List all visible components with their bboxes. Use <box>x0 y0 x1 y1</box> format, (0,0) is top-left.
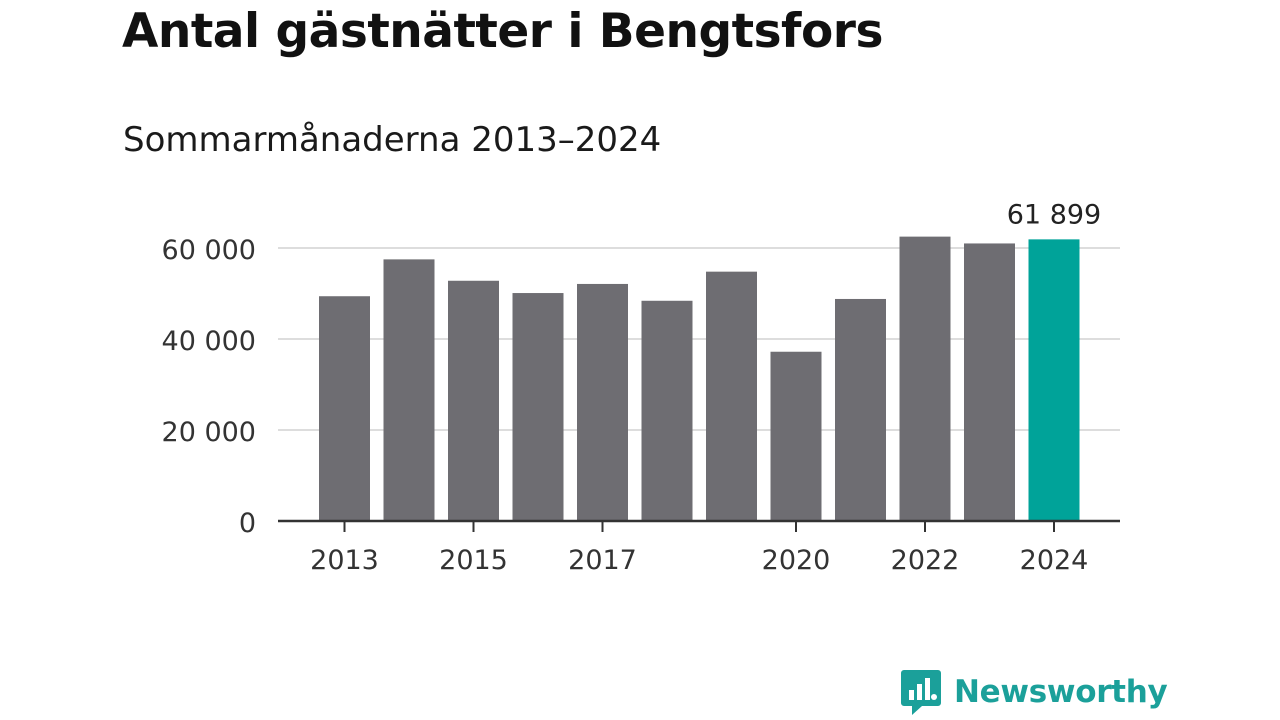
x-axis-tick-labels: 2013 2015 2017 2020 2022 2024 <box>310 545 1088 576</box>
brand-logo: Newsworthy <box>900 668 1168 716</box>
bar-2015 <box>448 280 499 521</box>
y-tick-label: 0 <box>239 508 256 539</box>
annotations: 61 899 <box>1007 199 1101 230</box>
y-tick-label: 20 000 <box>162 417 256 448</box>
bar-2013 <box>319 296 370 521</box>
y-axis-tick-labels: 0 20 000 40 000 60 000 <box>162 235 256 539</box>
y-tick-label: 60 000 <box>162 235 256 266</box>
y-tick-label: 40 000 <box>162 326 256 357</box>
bar-2019 <box>706 271 757 521</box>
brand-name: Newsworthy <box>954 674 1168 710</box>
bar-2020 <box>770 351 822 521</box>
chart-subtitle: Sommarmånaderna 2013–2024 <box>123 120 662 160</box>
x-tick-label: 2020 <box>762 545 831 576</box>
x-tick-label: 2024 <box>1020 545 1089 576</box>
bar-2017 <box>577 283 628 521</box>
x-tick-label: 2017 <box>568 545 637 576</box>
chart-title: Antal gästnätter i Bengtsfors <box>122 4 883 59</box>
bar-2018 <box>641 300 693 521</box>
x-tick-label: 2022 <box>891 545 960 576</box>
data-label: 61 899 <box>1007 199 1101 230</box>
x-tick-label: 2013 <box>310 545 379 576</box>
x-axis <box>278 519 1120 532</box>
newsworthy-logo-icon <box>901 670 941 715</box>
bar-2021 <box>835 298 886 521</box>
bar-2016 <box>512 293 564 521</box>
x-tick-label: 2015 <box>439 545 508 576</box>
bar-2014 <box>383 259 435 521</box>
bar-2022 <box>899 236 951 521</box>
bar-2024 <box>1028 239 1080 521</box>
bar-2023 <box>964 243 1015 521</box>
bars <box>319 236 1080 521</box>
